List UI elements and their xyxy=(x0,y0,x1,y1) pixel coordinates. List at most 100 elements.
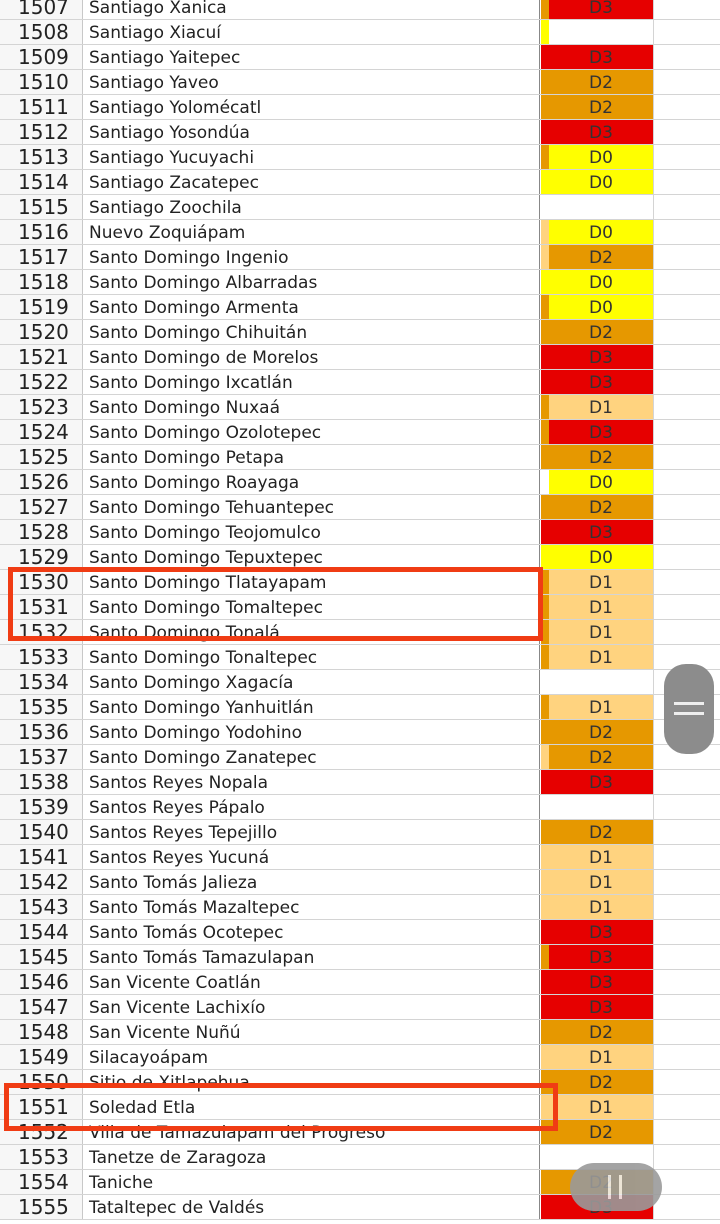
row: 1542 Santo Tomás Jalieza D1 xyxy=(0,870,720,895)
municipality-name: Santo Domingo Tehuantepec xyxy=(84,495,540,519)
level-cell: D2 xyxy=(549,320,654,344)
municipality-name: Santo Domingo Chihuitán xyxy=(84,320,540,344)
municipality-name: Santo Domingo Teojomulco xyxy=(84,520,540,544)
strip-cell xyxy=(541,1170,549,1194)
row-number: 1526 xyxy=(0,470,83,494)
strip-cell xyxy=(541,1195,549,1219)
strip-cell xyxy=(541,845,549,869)
row: 1513 Santiago Yucuyachi D0 xyxy=(0,145,720,170)
strip-cell xyxy=(541,645,549,669)
strip-cell xyxy=(541,895,549,919)
municipality-name: Santiago Yosondúa xyxy=(84,120,540,144)
strip-cell xyxy=(541,820,549,844)
municipality-name: Santo Domingo Nuxaá xyxy=(84,395,540,419)
row: 1521 Santo Domingo de Morelos D3 xyxy=(0,345,720,370)
strip-cell xyxy=(541,695,549,719)
strip-cell xyxy=(541,370,549,394)
municipality-name: Santo Domingo Armenta xyxy=(84,295,540,319)
level-cell: D3 xyxy=(549,370,654,394)
municipality-name: San Vicente Coatlán xyxy=(84,970,540,994)
row: 1516 Nuevo Zoquiápam D0 xyxy=(0,220,720,245)
strip-cell xyxy=(541,170,549,194)
level-cell: D2 xyxy=(549,95,654,119)
level-cell: D2 xyxy=(549,745,654,769)
strip-cell xyxy=(541,870,549,894)
row: 1539 Santos Reyes Pápalo xyxy=(0,795,720,820)
strip-cell xyxy=(541,1020,549,1044)
row: 1549 Silacayoápam D1 xyxy=(0,1045,720,1070)
row-number: 1545 xyxy=(0,945,83,969)
row: 1536 Santo Domingo Yodohino D2 xyxy=(0,720,720,745)
municipality-name: Santo Domingo Roayaga xyxy=(84,470,540,494)
strip-cell xyxy=(541,770,549,794)
row: 1553 Tanetze de Zaragoza xyxy=(0,1145,720,1170)
row-number: 1508 xyxy=(0,20,83,44)
scroll-handle[interactable] xyxy=(664,664,714,754)
row-number: 1512 xyxy=(0,120,83,144)
level-cell: D2 xyxy=(549,70,654,94)
level-cell: D1 xyxy=(549,1095,654,1119)
row-number: 1555 xyxy=(0,1195,83,1219)
strip-cell xyxy=(541,1045,549,1069)
level-cell: D0 xyxy=(549,270,654,294)
row: 1518 Santo Domingo Albarradas D0 xyxy=(0,270,720,295)
row-number: 1536 xyxy=(0,720,83,744)
row: 1508 Santiago Xiacuí xyxy=(0,20,720,45)
strip-cell xyxy=(541,245,549,269)
municipality-name: Silacayoápam xyxy=(84,1045,540,1069)
horizontal-scroll-handle[interactable] xyxy=(570,1163,662,1211)
municipality-name: Santo Domingo Tonaltepec xyxy=(84,645,540,669)
row: 1507 Santiago Xanica D3 xyxy=(0,0,720,20)
level-cell: D3 xyxy=(549,920,654,944)
level-cell: D1 xyxy=(549,1045,654,1069)
level-cell: D1 xyxy=(549,845,654,869)
row-number: 1554 xyxy=(0,1170,83,1194)
level-cell: D3 xyxy=(549,970,654,994)
row: 1538 Santos Reyes Nopala D3 xyxy=(0,770,720,795)
row-number: 1537 xyxy=(0,745,83,769)
level-cell: D1 xyxy=(549,695,654,719)
level-cell: D0 xyxy=(549,545,654,569)
level-cell: D1 xyxy=(549,395,654,419)
municipality-name: Santo Domingo Yodohino xyxy=(84,720,540,744)
row-number: 1521 xyxy=(0,345,83,369)
row: 1530 Santo Domingo Tlatayapam D1 xyxy=(0,570,720,595)
municipality-name: Santo Tomás Mazaltepec xyxy=(84,895,540,919)
municipality-name: Nuevo Zoquiápam xyxy=(84,220,540,244)
row: 1546 San Vicente Coatlán D3 xyxy=(0,970,720,995)
municipality-name: Santos Reyes Yucuná xyxy=(84,845,540,869)
strip-cell xyxy=(541,970,549,994)
strip-cell xyxy=(541,520,549,544)
municipality-name: San Vicente Lachixío xyxy=(84,995,540,1019)
level-cell xyxy=(549,20,654,44)
municipality-name: Santos Reyes Tepejillo xyxy=(84,820,540,844)
strip-cell xyxy=(541,0,549,19)
strip-cell xyxy=(541,620,549,644)
municipality-name: Santo Domingo Ingenio xyxy=(84,245,540,269)
row: 1551 Soledad Etla D1 xyxy=(0,1095,720,1120)
row: 1514 Santiago Zacatepec D0 xyxy=(0,170,720,195)
level-cell xyxy=(549,795,654,819)
row: 1512 Santiago Yosondúa D3 xyxy=(0,120,720,145)
row-number: 1547 xyxy=(0,995,83,1019)
level-cell: D3 xyxy=(549,770,654,794)
strip-cell xyxy=(541,495,549,519)
municipality-name: Santo Domingo Petapa xyxy=(84,445,540,469)
municipality-name: San Vicente Nuñú xyxy=(84,1020,540,1044)
strip-cell xyxy=(541,1070,549,1094)
highlight-box xyxy=(8,567,543,641)
strip-cell xyxy=(541,295,549,319)
level-cell: D0 xyxy=(549,295,654,319)
row-number: 1551 xyxy=(0,1095,83,1119)
row: 1527 Santo Domingo Tehuantepec D2 xyxy=(0,495,720,520)
strip-cell xyxy=(541,920,549,944)
row: 1526 Santo Domingo Roayaga D0 xyxy=(0,470,720,495)
strip-cell xyxy=(541,470,549,494)
municipality-name: Santiago Zoochila xyxy=(84,195,540,219)
level-cell: D1 xyxy=(549,895,654,919)
municipality-name: Santiago Yucuyachi xyxy=(84,145,540,169)
strip-cell xyxy=(541,145,549,169)
row: 1510 Santiago Yaveo D2 xyxy=(0,70,720,95)
level-cell: D3 xyxy=(549,420,654,444)
row-number: 1549 xyxy=(0,1045,83,1069)
